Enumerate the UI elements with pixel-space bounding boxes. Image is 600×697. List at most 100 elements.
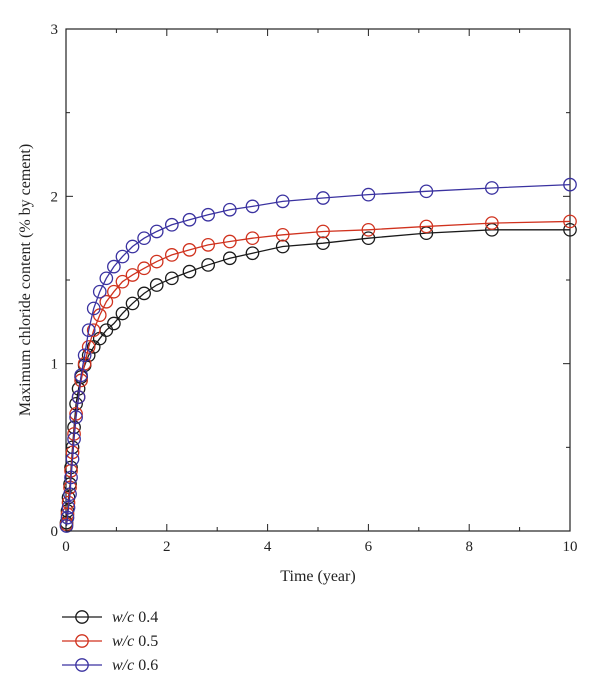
data-point	[419, 219, 434, 234]
data-point	[316, 236, 330, 251]
data-point	[67, 432, 81, 446]
data-point	[201, 207, 215, 222]
legend-label-italic: w/c	[112, 633, 134, 650]
data-point	[164, 271, 179, 286]
y-tick-label: 3	[51, 22, 59, 38]
legend-label: w/c 0.4	[112, 609, 158, 626]
data-point	[115, 274, 130, 289]
legend-label: w/c 0.5	[112, 633, 158, 650]
data-point	[316, 191, 330, 205]
data-point	[361, 231, 376, 246]
data-point	[201, 238, 215, 252]
legend-item: w/c 0.4	[62, 609, 158, 626]
data-point	[222, 234, 237, 249]
data-point	[125, 268, 140, 282]
legend-label-value: 0.6	[138, 657, 158, 674]
data-point	[563, 177, 577, 192]
data-point	[60, 510, 75, 525]
data-point	[182, 212, 197, 227]
data-point	[222, 251, 237, 266]
data-point	[107, 316, 121, 331]
data-point	[137, 286, 151, 301]
data-point	[115, 249, 130, 264]
data-point	[182, 264, 197, 279]
data-point	[74, 368, 88, 383]
data-point	[563, 214, 577, 229]
data-point	[275, 194, 290, 209]
data-point	[275, 239, 290, 254]
plot-frame	[65, 28, 571, 532]
data-point	[92, 284, 107, 299]
data-point	[149, 278, 164, 292]
data-point	[245, 246, 260, 261]
data-point	[149, 254, 164, 269]
data-point	[69, 410, 83, 425]
x-tick-label: 10	[563, 539, 578, 555]
x-tick-label: 8	[465, 539, 473, 555]
legend-label-value: 0.5	[138, 633, 158, 650]
legend-item: w/c 0.5	[62, 633, 158, 650]
data-point	[77, 348, 92, 363]
data-point	[361, 187, 376, 202]
data-point	[245, 199, 260, 214]
plot-area	[65, 28, 571, 532]
legend-label: w/c 0.6	[112, 657, 158, 674]
series-layer	[59, 177, 577, 533]
data-point	[63, 487, 77, 502]
data-point	[125, 296, 140, 311]
data-point	[137, 231, 151, 246]
legend-marker	[75, 634, 89, 648]
data-point	[64, 470, 78, 485]
data-point	[81, 323, 96, 338]
series-2	[59, 214, 577, 532]
y-axis-title: Maximum chloride content (% by cement)	[17, 144, 34, 416]
data-point	[164, 217, 179, 232]
data-point	[316, 224, 330, 239]
x-tick-label: 6	[365, 539, 373, 555]
legend-marker	[75, 658, 89, 672]
series-line	[65, 183, 571, 527]
legend: w/c 0.4w/c 0.5w/c 0.6	[62, 609, 158, 674]
data-point	[65, 452, 80, 466]
data-point	[485, 216, 499, 230]
data-point	[182, 243, 197, 257]
data-point	[149, 224, 164, 239]
series-line	[65, 220, 571, 525]
data-point	[563, 222, 577, 237]
data-point	[137, 261, 151, 276]
data-point	[115, 306, 130, 321]
data-point	[81, 340, 96, 354]
data-point	[245, 231, 260, 246]
data-point	[125, 239, 140, 254]
data-point	[485, 181, 499, 195]
y-tick-label: 0	[51, 524, 59, 540]
data-point	[107, 284, 121, 299]
legend-marker	[75, 610, 89, 624]
data-point	[61, 500, 76, 515]
x-tick-label: 0	[62, 539, 70, 555]
series-1	[59, 222, 577, 530]
y-tick-label: 1	[51, 357, 59, 373]
data-point	[86, 301, 101, 316]
data-point	[275, 227, 290, 242]
data-point	[419, 184, 434, 199]
legend-label-value: 0.4	[138, 609, 158, 626]
data-point	[107, 259, 121, 274]
data-point	[99, 271, 114, 286]
data-point	[361, 222, 376, 237]
data-point	[99, 294, 114, 309]
data-point	[86, 323, 101, 338]
data-point	[222, 202, 237, 217]
data-point	[59, 519, 74, 533]
legend-label-italic: w/c	[112, 657, 134, 674]
legend-item: w/c 0.6	[62, 657, 158, 674]
legend-label-italic: w/c	[112, 609, 134, 626]
x-tick-label: 2	[163, 539, 171, 555]
data-point	[164, 248, 179, 262]
x-axis-title: Time (year)	[280, 568, 355, 585]
series-3	[59, 177, 577, 533]
x-tick-label: 4	[264, 539, 272, 555]
data-point	[201, 258, 215, 272]
y-tick-label: 2	[51, 189, 59, 205]
